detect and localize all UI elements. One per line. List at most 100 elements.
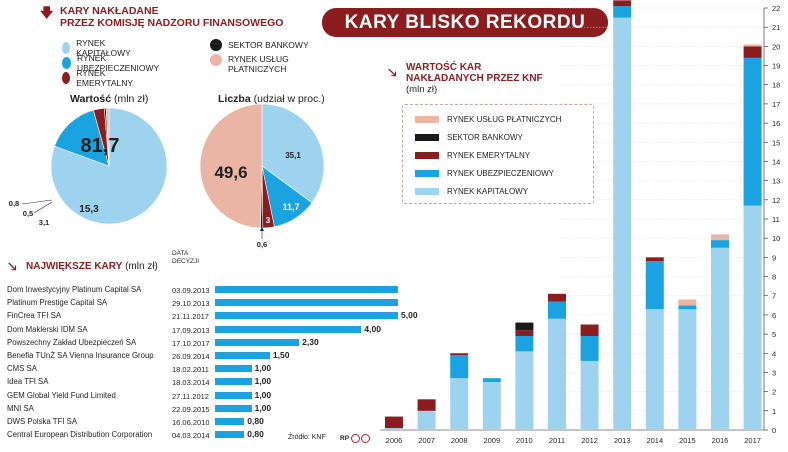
table-row: Benefia TUnŻ SA Vienna Insurance Group 26… bbox=[7, 350, 407, 363]
y-tick-label: 2 bbox=[772, 388, 776, 397]
pie-value-slice-plat bbox=[105, 107, 110, 167]
table-row: CMS SA 18.02.2011 1,00 bbox=[7, 363, 407, 376]
table-row: GEM Global Yield Fund Limited 27.11.2012 1… bbox=[7, 390, 407, 403]
bar-2012-ubez bbox=[580, 336, 599, 361]
y-tick-label: 20 bbox=[772, 42, 780, 51]
y-tick-label: 19 bbox=[772, 62, 780, 71]
bar-2015-plat bbox=[678, 299, 697, 306]
bar-2017-kap bbox=[743, 205, 762, 430]
bar-2014-ubez bbox=[645, 261, 664, 310]
table-row-name: Platinum Prestige Capital SA bbox=[7, 298, 108, 308]
legend-item-bank: SEKTOR BANKOWY bbox=[210, 39, 330, 51]
legend-item-kap: RYNEK KAPITAŁOWY bbox=[62, 38, 135, 58]
section1-title: KARY NAKŁADANE PRZEZ KOMISJĘ NADZORU FIN… bbox=[60, 5, 283, 29]
bar-2013-emer bbox=[613, 0, 632, 7]
x-tick-label: 2010 bbox=[516, 436, 533, 445]
section3-title-line1: WARTOŚĆ KAR bbox=[406, 62, 482, 73]
headline: KARY BLISKO REKORDU bbox=[322, 8, 608, 37]
y-tick-label: 11 bbox=[772, 215, 780, 224]
table-row-date: 18.02.2011 bbox=[172, 365, 209, 375]
pie-value-chart bbox=[50, 107, 168, 225]
table-row: Powszechny Zakład Ubezpieczeń SA 17.10.20… bbox=[7, 337, 407, 350]
table-row-bar bbox=[215, 378, 252, 386]
section1-title-line2: PRZEZ KOMISJĘ NADZORU FINANSOWEGO bbox=[60, 17, 284, 29]
y-tick-label: 1 bbox=[772, 407, 776, 416]
pie-value-caption-rest: (mln zł) bbox=[111, 93, 149, 105]
table-row: Dom Inwestycyjny Platinum Capital SA 03.0… bbox=[7, 284, 407, 297]
bar-2006-emer bbox=[385, 416, 403, 429]
pie-count-caption-rest: (udział w proc.) bbox=[250, 93, 325, 105]
y-tick-label: 3 bbox=[772, 368, 776, 377]
y-tick-label: 0 bbox=[772, 426, 776, 435]
y-tick-label: 7 bbox=[772, 292, 776, 301]
bar-2008-ubez bbox=[450, 355, 469, 379]
legend-item-emer: RYNEK EMERYTALNY bbox=[62, 68, 137, 88]
table-row-value: 0,80 bbox=[247, 429, 264, 440]
y-tick-label: 21 bbox=[772, 23, 780, 32]
table-row-value: 1,50 bbox=[272, 350, 290, 360]
x-tick-label: 2008 bbox=[451, 436, 468, 445]
section2-unit: (mln zł) bbox=[125, 261, 158, 272]
pie-count-caption-bold: Liczba bbox=[218, 93, 251, 105]
rp-logo: RP bbox=[340, 434, 370, 443]
table-row: Central European Distribution Corporatio… bbox=[7, 429, 407, 442]
table-row-date: 17.09.2013 bbox=[172, 325, 210, 335]
table-row-name: Dom Inwestycyjny Platinum Capital SA bbox=[7, 285, 142, 294]
table-row-bar bbox=[215, 299, 398, 307]
pie-value-label-bank: 0,5 bbox=[23, 209, 33, 218]
table-row: FinCrea TFI SA 21.11.2017 5,00 bbox=[7, 310, 418, 323]
table-row: DWS Polska TFI SA 16.06.2010 0,80 bbox=[7, 416, 407, 429]
stack-legend-item-ubez: RYNEK UBEZPIECZENIOWY bbox=[415, 169, 554, 178]
bar-2010-emer bbox=[515, 330, 534, 337]
y-tick-label: 9 bbox=[772, 253, 776, 262]
section3-title: WARTOŚĆ KAR NAKŁADANYCH PRZEZ KNF (mln z… bbox=[406, 62, 543, 96]
table-row-name: Idea TFI SA bbox=[7, 377, 49, 387]
bar-2016-ubez bbox=[711, 240, 729, 248]
table-row-date: 29.10.2013 bbox=[172, 299, 210, 309]
table-row-value: 2,30 bbox=[302, 336, 319, 347]
bar-2008-kap bbox=[450, 378, 469, 430]
stack-legend-swatch-bank bbox=[415, 134, 439, 141]
pie-charts: 81,7 15,3 3,1 0,5 0,8 49,6 35,1 11,7 3 0… bbox=[9, 103, 325, 249]
table-row-bar bbox=[215, 418, 245, 425]
table-row-bar bbox=[215, 286, 398, 293]
bar-2011-ubez bbox=[548, 301, 566, 319]
table-row-name: Dom Maklerski IDM SA bbox=[7, 324, 88, 334]
table-row-value: 1,00 bbox=[254, 389, 272, 400]
bar-2013-ubez bbox=[613, 6, 632, 18]
table-row-value: 1,00 bbox=[254, 376, 272, 387]
table-row-date: 16.06.2010 bbox=[172, 418, 210, 427]
x-tick-label: 2011 bbox=[549, 436, 565, 445]
pie-count-label-ubez: 11,7 bbox=[282, 202, 299, 212]
table-row-name: Benefia TUnŻ SA Vienna Insurance Group bbox=[7, 351, 154, 360]
table-row-date: 18.03.2014 bbox=[172, 378, 210, 388]
pie-count-caption: Liczba (udział w proc.) bbox=[218, 93, 325, 105]
table-row-date: 17.10.2017 bbox=[172, 338, 210, 348]
table-row: Dom Maklerski IDM SA 17.09.2013 4,00 bbox=[7, 324, 407, 337]
pie-value-slice-ubez bbox=[54, 109, 110, 167]
legend-swatch-bank bbox=[210, 39, 222, 51]
pie-count-slice-plat bbox=[199, 103, 263, 229]
legend-label-bank: SEKTOR BANKOWY bbox=[228, 40, 309, 50]
table-row-name: GEM Global Yield Fund Limited bbox=[7, 390, 116, 400]
bar-2016-plat bbox=[711, 234, 729, 241]
x-tick-label: 2016 bbox=[712, 436, 729, 445]
y-tick-label: 18 bbox=[772, 81, 780, 90]
table-row-bar bbox=[215, 338, 300, 346]
bar-2011-kap bbox=[548, 318, 566, 430]
table-row-bar bbox=[215, 404, 252, 412]
y-tick-label: 15 bbox=[772, 138, 780, 147]
y-tick-label: 8 bbox=[772, 273, 776, 282]
stack-legend-label-plat: RYNEK USŁUG PŁATNICZYCH bbox=[447, 115, 562, 124]
bar-2017-emer bbox=[743, 46, 762, 58]
stack-legend-item-plat: RYNEK USŁUG PŁATNICZYCH bbox=[415, 115, 561, 124]
table-row-date: 27.11.2012 bbox=[172, 391, 209, 401]
pie-count-chart bbox=[199, 103, 325, 229]
stack-legend-item-emer: RYNEK EMERYTALNY bbox=[415, 151, 530, 160]
stack-legend-item-bank: SEKTOR BANKOWY bbox=[415, 133, 523, 142]
bar-2006-kap bbox=[385, 428, 403, 430]
pie-value-label-plat: 0,8 bbox=[9, 199, 19, 208]
x-tick-label: 2017 bbox=[744, 436, 761, 445]
y-tick-label: 16 bbox=[772, 119, 780, 128]
pie-value-label-emer: 3,1 bbox=[39, 218, 49, 227]
